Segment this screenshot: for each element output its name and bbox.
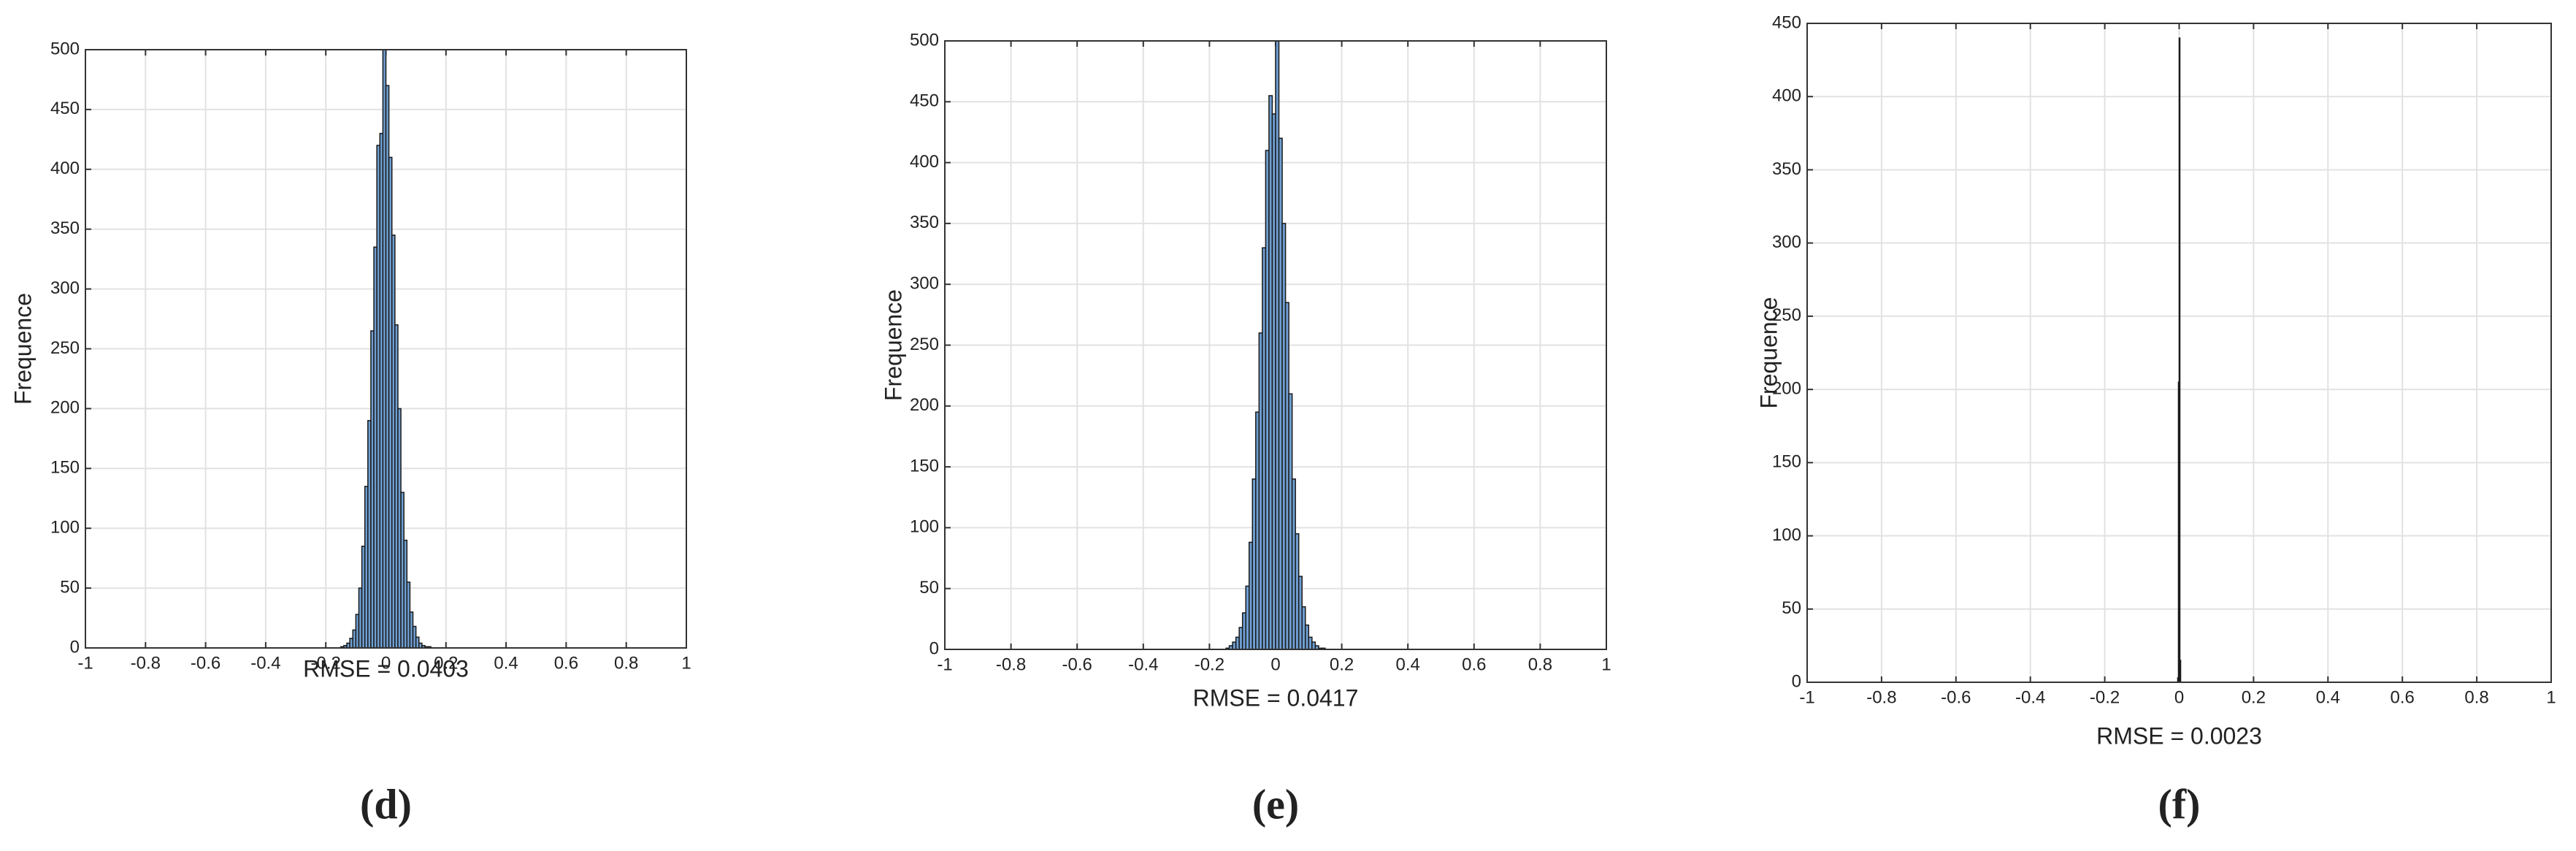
caption: (f): [2158, 780, 2201, 828]
x-tick-label: -0.6: [1062, 655, 1092, 674]
x-tick-label: 1: [2546, 687, 2556, 707]
caption: (e): [1252, 780, 1299, 828]
x-tick-label: 0.2: [2242, 687, 2266, 707]
x-tick-label: -0.2: [2090, 687, 2120, 707]
x-tick-label: -1: [1799, 687, 1814, 707]
bar: [2179, 660, 2182, 683]
x-tick-label: -1: [937, 655, 952, 674]
x-tick-label: 0: [2174, 687, 2184, 707]
x-tick-label: -0.2: [311, 653, 341, 673]
x-tick-label: -0.2: [1195, 655, 1224, 674]
y-tick-label: 400: [1772, 86, 1801, 106]
y-tick-label: 200: [50, 398, 80, 418]
y-axis-label: Frequence: [1755, 297, 1782, 409]
x-tick-label: -0.6: [1941, 687, 1971, 707]
x-tick-label: 0.8: [2464, 687, 2488, 707]
y-tick-label: 50: [60, 577, 80, 597]
x-tick-label: 0.6: [554, 653, 578, 673]
y-tick-label: 250: [50, 338, 80, 358]
x-tick-label: 1: [1601, 655, 1611, 674]
y-tick-label: 500: [910, 30, 939, 50]
x-tick-label: 0.8: [1528, 655, 1552, 674]
caption: (d): [360, 780, 412, 828]
x-axis-label: RMSE = 0.0023: [2096, 722, 2262, 749]
y-tick-label: 0: [929, 638, 939, 658]
x-tick-label: 0.2: [434, 653, 458, 673]
y-tick-label: 100: [50, 518, 80, 538]
x-tick-label: 0.2: [1330, 655, 1354, 674]
y-tick-label: 400: [910, 152, 939, 172]
x-tick-label: -0.4: [2015, 687, 2045, 707]
x-tick-label: -0.8: [131, 653, 161, 673]
x-tick-label: -0.8: [996, 655, 1026, 674]
x-tick-label: -0.6: [191, 653, 221, 673]
y-tick-label: 450: [50, 99, 80, 118]
y-tick-label: 350: [910, 213, 939, 232]
x-tick-label: 0: [1270, 655, 1280, 674]
x-tick-label: 0.4: [2316, 687, 2340, 707]
plot-frame: [1806, 23, 2552, 683]
x-tick-label: -0.8: [1866, 687, 1896, 707]
x-tick-label: -0.4: [1128, 655, 1158, 674]
x-tick-label: -0.4: [250, 653, 280, 673]
y-tick-label: 200: [1772, 378, 1801, 398]
y-tick-label: 50: [919, 578, 939, 598]
x-tick-label: 0: [381, 653, 391, 673]
y-tick-label: 0: [1792, 671, 1801, 691]
y-tick-label: 50: [1782, 598, 1801, 618]
x-tick-label: 0.4: [1396, 655, 1420, 674]
y-tick-label: 100: [910, 517, 939, 537]
y-tick-label: 250: [910, 335, 939, 354]
plot-frame: [85, 49, 687, 649]
x-axis-label: RMSE = 0.0417: [1193, 684, 1359, 711]
x-tick-label: 0.4: [494, 653, 518, 673]
y-tick-label: 450: [910, 91, 939, 111]
y-tick-label: 0: [70, 637, 80, 657]
y-tick-label: 350: [1772, 159, 1801, 179]
y-tick-label: 150: [50, 458, 80, 478]
y-tick-label: 300: [50, 278, 80, 298]
y-tick-label: 350: [50, 218, 80, 238]
y-tick-label: 100: [1772, 525, 1801, 545]
x-tick-label: -1: [77, 653, 93, 673]
y-tick-label: 200: [910, 395, 939, 415]
x-tick-label: 0.6: [2391, 687, 2415, 707]
y-tick-label: 300: [910, 274, 939, 294]
y-tick-label: 500: [50, 39, 80, 58]
y-tick-label: 400: [50, 159, 80, 178]
x-tick-label: 0.6: [1462, 655, 1486, 674]
y-tick-label: 450: [1772, 12, 1801, 32]
y-tick-label: 150: [1772, 452, 1801, 472]
plot-frame: [944, 40, 1607, 650]
y-tick-label: 250: [1772, 305, 1801, 325]
x-axis-label: RMSE = 0.0403: [303, 655, 469, 682]
y-axis-label: Frequence: [9, 293, 36, 405]
y-tick-label: 150: [910, 456, 939, 476]
y-tick-label: 300: [1772, 232, 1801, 252]
x-tick-label: 1: [681, 653, 691, 673]
x-tick-label: 0.8: [614, 653, 638, 673]
y-axis-label: Frequence: [880, 289, 906, 401]
